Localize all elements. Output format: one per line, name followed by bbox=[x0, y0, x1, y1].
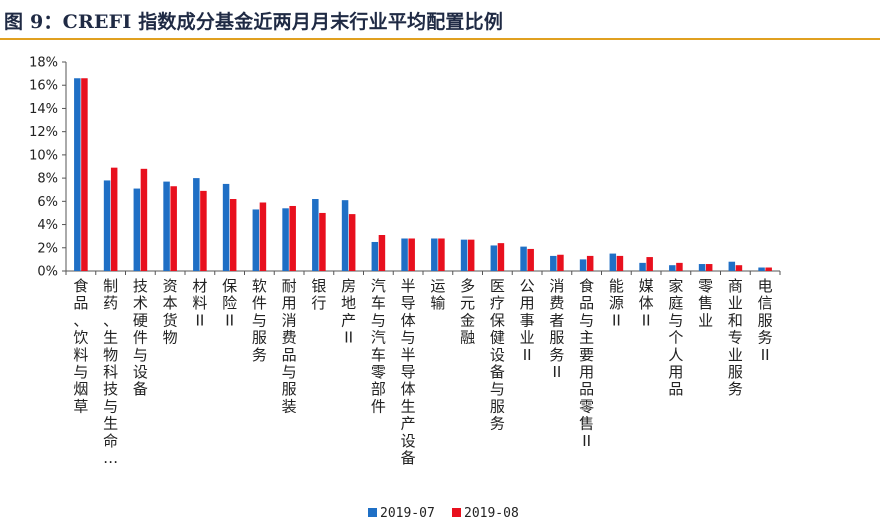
y-tick-label: 2% bbox=[37, 241, 58, 256]
bar-2019-08 bbox=[438, 238, 445, 271]
bar-2019-08 bbox=[497, 243, 505, 271]
bar-2019-08 bbox=[110, 167, 118, 271]
bar-2019-07 bbox=[728, 261, 736, 271]
x-category-label: 公用事业 II bbox=[520, 277, 535, 364]
x-category-label: 医疗保健设备与服务 bbox=[490, 277, 505, 433]
bar-2019-08 bbox=[527, 248, 534, 271]
bar-2019-08 bbox=[467, 239, 475, 271]
bar-2019-08 bbox=[170, 186, 177, 271]
y-tick-label: 12% bbox=[29, 125, 58, 140]
bar-2019-07 bbox=[669, 265, 676, 271]
x-category-label: 资本货物 bbox=[163, 277, 178, 347]
bar-2019-07 bbox=[193, 178, 200, 271]
bar-2019-07 bbox=[698, 264, 706, 271]
x-category-label: 制药、生物科技与生命… bbox=[103, 277, 118, 467]
bar-2019-07 bbox=[401, 238, 408, 271]
y-tick-label: 4% bbox=[37, 218, 58, 233]
y-tick-label: 8% bbox=[37, 172, 58, 187]
bar-2019-08 bbox=[735, 265, 743, 271]
y-tick-label: 10% bbox=[29, 148, 58, 163]
bar-2019-07 bbox=[341, 200, 349, 271]
x-category-label: 多元金融 bbox=[460, 277, 475, 347]
bar-2019-07 bbox=[639, 262, 646, 271]
x-category-label: 房地产 II bbox=[341, 277, 356, 347]
bar-2019-08 bbox=[140, 168, 148, 271]
x-category-label: 食品、饮料与烟草 bbox=[73, 277, 88, 415]
x-category-label: 半导体与半导体生产设备 bbox=[401, 277, 416, 467]
bar-2019-07 bbox=[74, 78, 81, 271]
legend-label: 2019-08 bbox=[464, 506, 519, 521]
bar-2019-08 bbox=[765, 267, 772, 271]
legend-swatch-2019-08 bbox=[452, 508, 461, 517]
bar-2019-07 bbox=[460, 239, 468, 271]
bar-2019-07 bbox=[520, 246, 527, 271]
x-category-label: 耐用消费品与服装 bbox=[282, 277, 297, 415]
bar-chart: 0% 2% 4% 6% 8% 10% 12% 14% 16% 18% 食品、饮料与烟草制药、生物科技… bbox=[29, 56, 781, 521]
bar-2019-07 bbox=[222, 183, 230, 271]
bar-2019-08 bbox=[259, 202, 267, 271]
y-tick-label: 0% bbox=[37, 265, 58, 280]
bar-2019-08 bbox=[408, 238, 415, 271]
legend-swatch-2019-07 bbox=[368, 508, 377, 517]
title-divider bbox=[0, 38, 880, 40]
x-category-label: 媒体 II bbox=[639, 277, 654, 329]
bar-2019-07 bbox=[371, 241, 379, 271]
y-tick-label: 18% bbox=[29, 56, 58, 71]
bar-2019-07 bbox=[133, 188, 141, 271]
bar-2019-07 bbox=[490, 245, 498, 271]
bar-2019-07 bbox=[163, 181, 170, 271]
x-category-label: 家庭与个人用品 bbox=[668, 277, 683, 398]
x-category-label: 银行 bbox=[311, 277, 326, 312]
bar-2019-07 bbox=[550, 255, 557, 271]
bar-2019-07 bbox=[282, 208, 289, 271]
x-category-label: 能源 II bbox=[609, 277, 624, 329]
bar-2019-08 bbox=[557, 254, 564, 271]
x-category-label: 商业和专业服务 bbox=[728, 277, 743, 398]
x-category-label: 消费者服务 II bbox=[549, 277, 564, 381]
bar-2019-08 bbox=[319, 212, 326, 271]
bar-2019-08 bbox=[616, 255, 624, 271]
bar-2019-08 bbox=[81, 78, 88, 271]
x-category-label: 软件与服务 bbox=[252, 277, 267, 364]
bar-2019-08 bbox=[705, 264, 713, 271]
bar-2019-07 bbox=[103, 180, 111, 271]
x-category-label: 材料 II bbox=[192, 277, 207, 329]
y-tick-label: 16% bbox=[29, 79, 58, 94]
bar-2019-08 bbox=[586, 255, 594, 271]
bar-2019-08 bbox=[289, 205, 296, 271]
figure-title: 图 9：CREFI 指数成分基金近两月月末行业平均配置比例 bbox=[4, 11, 504, 33]
x-category-label: 食品与主要用品零售 II bbox=[579, 277, 594, 450]
bar-2019-08 bbox=[200, 190, 207, 271]
bar-2019-07 bbox=[312, 199, 319, 271]
x-category-label: 运输 bbox=[430, 277, 445, 312]
bar-2019-07 bbox=[252, 209, 260, 271]
bar-2019-07 bbox=[579, 259, 587, 271]
x-category-label: 保险 II bbox=[222, 277, 237, 329]
bar-2019-08 bbox=[348, 214, 356, 271]
bar-2019-08 bbox=[676, 262, 683, 271]
x-category-label: 汽车与汽车零部件 bbox=[371, 277, 386, 415]
bar-2019-07 bbox=[431, 238, 438, 271]
x-category-label: 电信服务 II bbox=[758, 277, 773, 364]
y-tick-label: 14% bbox=[29, 102, 58, 117]
legend-label: 2019-07 bbox=[380, 506, 435, 521]
x-category-label: 零售业 bbox=[698, 277, 713, 329]
bar-2019-07 bbox=[609, 253, 617, 271]
bar-2019-08 bbox=[229, 199, 237, 271]
bar-2019-08 bbox=[378, 235, 386, 271]
bar-2019-07 bbox=[758, 267, 765, 271]
figure-header: 图 9：CREFI 指数成分基金近两月月末行业平均配置比例 bbox=[0, 0, 880, 40]
x-category-label: 技术硬件与设备 bbox=[133, 277, 148, 398]
y-tick-label: 6% bbox=[37, 195, 58, 210]
bar-2019-08 bbox=[646, 257, 653, 271]
